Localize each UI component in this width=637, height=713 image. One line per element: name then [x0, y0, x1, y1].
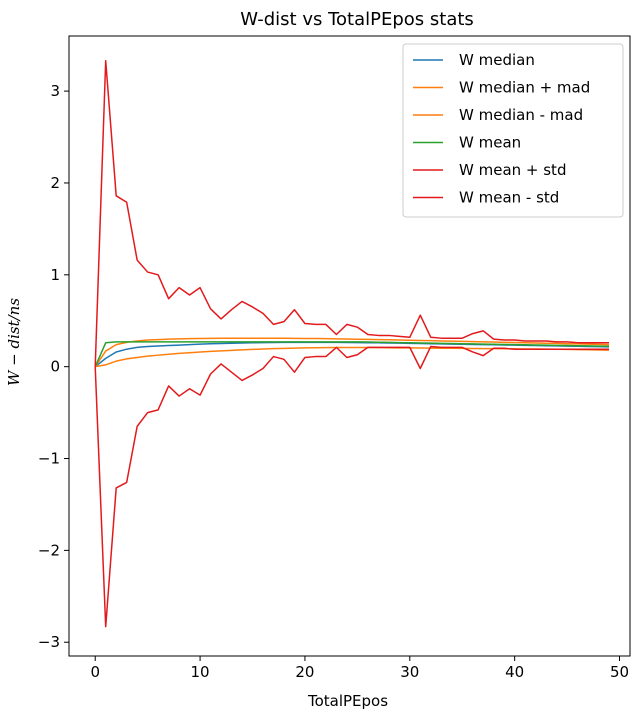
x-tick-label: 30	[400, 663, 419, 681]
chart-title: W-dist vs TotalPEpos stats	[240, 9, 474, 30]
x-tick-label: 20	[295, 663, 314, 681]
y-tick-label: −2	[38, 541, 60, 559]
legend-entry: W mean	[459, 134, 521, 152]
x-axis-label: TotalPEpos	[307, 692, 388, 710]
y-tick-label: −1	[38, 450, 60, 468]
series-line-5	[94, 60, 610, 367]
x-tick-label: 10	[191, 663, 210, 681]
y-axis-label: W − dist/ns	[5, 298, 23, 386]
y-tick-label: 3	[50, 82, 60, 100]
y-tick-label: 0	[50, 358, 60, 376]
legend-entry: W median + mad	[459, 79, 590, 97]
y-tick-label: 2	[50, 174, 60, 192]
x-tick-label: 50	[610, 663, 629, 681]
plot-area	[94, 60, 610, 628]
legend-entry: W mean + std	[459, 161, 566, 179]
legend-entry: W mean - std	[459, 189, 559, 207]
series-line-4	[94, 341, 610, 367]
legend: W median W median + mad W median - mad W me…	[402, 43, 624, 218]
plot-frame	[68, 35, 631, 657]
x-tick-label: 0	[90, 663, 100, 681]
legend-entry: W median	[459, 51, 535, 69]
x-tick-label: 40	[505, 663, 524, 681]
series-line-2	[94, 337, 610, 368]
axes: 0 10 20 30 40 50 −3 −2 −1 0 1 2 3	[38, 35, 631, 681]
legend-box	[402, 43, 624, 218]
series-line-6	[94, 345, 610, 628]
y-tick-label: 1	[50, 266, 60, 284]
y-tick-label: −3	[38, 633, 60, 651]
legend-entry: W median - mad	[459, 106, 583, 124]
